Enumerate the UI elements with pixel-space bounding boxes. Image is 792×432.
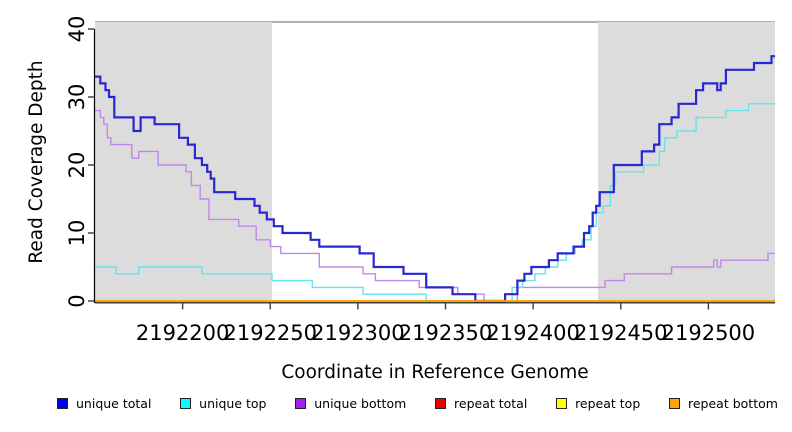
x-tick-label: 2192400 [486, 321, 580, 345]
y-tick-label: 0 [65, 294, 89, 307]
legend-label: unique bottom [314, 396, 407, 411]
legend-swatch [435, 398, 447, 409]
coverage-chart: 2192200219225021923002192350219240021924… [26, 16, 775, 383]
legend-swatch [556, 398, 568, 409]
legend-swatch [295, 398, 307, 409]
shaded-region [597, 22, 775, 302]
legend-label: unique top [199, 396, 267, 411]
y-axis-title: Read Coverage Depth [26, 60, 47, 263]
shaded-region [95, 22, 273, 302]
legend-item-unique-bottom: unique bottom [295, 396, 406, 411]
legend-item-unique-total: unique total [57, 396, 151, 411]
legend-label: repeat top [575, 396, 641, 411]
x-axis-title: Coordinate in Reference Genome [281, 362, 588, 383]
legend-swatch [180, 398, 192, 409]
legend-item-repeat-total: repeat total [435, 396, 527, 411]
coverage-figure: 2192200 2192250 2192300 2192350 2192400 21924… [0, 16, 792, 411]
legend-swatch [669, 398, 680, 409]
chart-plot-area: 2192200219225021923002192350219240021924… [65, 16, 775, 345]
legend-label: repeat total [454, 396, 528, 411]
y-tick-label: 30 [65, 84, 89, 111]
legend-item-repeat-top: repeat top [556, 396, 640, 411]
y-tick-label: 10 [65, 220, 89, 247]
series-unique-bottom [95, 109, 775, 302]
legend-item-repeat-bottom: repeat bottom [669, 396, 778, 411]
y-tick-label: 40 [65, 16, 89, 43]
x-tick-label: 2192500 [662, 321, 756, 345]
series-unique-top [95, 103, 775, 302]
legend-label: unique total [76, 396, 152, 411]
legend-label: repeat bottom [688, 396, 778, 411]
x-tick-label: 2192450 [574, 321, 668, 345]
series-unique-total [95, 55, 775, 303]
x-tick-label: 2192250 [223, 321, 317, 345]
legend-swatch [57, 398, 68, 409]
x-tick-label: 2192300 [311, 321, 405, 345]
legend-item-unique-top: unique top [180, 396, 266, 411]
x-tick-label: 2192200 [136, 321, 230, 345]
y-tick-label: 20 [65, 152, 89, 179]
chart-legend: unique total unique top unique bottom repea… [0, 396, 792, 411]
x-tick-label: 2192350 [399, 321, 493, 345]
